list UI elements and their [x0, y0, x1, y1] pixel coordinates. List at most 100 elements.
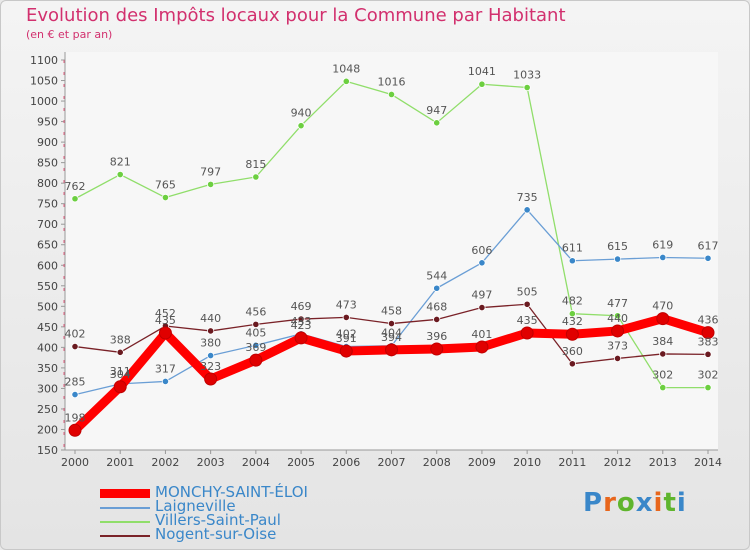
data-point — [520, 326, 534, 340]
data-point — [297, 122, 305, 130]
data-label: 323 — [200, 360, 221, 373]
data-point — [659, 383, 667, 392]
data-label: 198 — [65, 411, 86, 424]
y-tick-label: 700 — [37, 218, 58, 231]
data-label: 617 — [698, 239, 719, 252]
logo-letter: o — [616, 488, 636, 518]
data-point — [387, 90, 396, 99]
data-point — [342, 313, 350, 321]
data-point — [68, 423, 82, 437]
data-point — [659, 350, 667, 358]
data-point — [207, 327, 215, 335]
data-point — [339, 344, 353, 358]
data-point — [704, 254, 712, 262]
data-point — [523, 300, 531, 308]
data-point — [478, 303, 486, 312]
data-label: 762 — [65, 180, 86, 193]
data-point — [565, 327, 579, 341]
data-label: 821 — [110, 156, 131, 169]
y-tick-label: 1100 — [30, 54, 58, 67]
data-label: 394 — [381, 331, 402, 344]
legend-label: Laigneville — [155, 497, 236, 515]
logo-letter: i — [653, 488, 664, 518]
data-point — [387, 319, 396, 328]
y-tick-label: 850 — [37, 157, 58, 170]
y-tick-label: 1050 — [30, 75, 58, 88]
data-label: 468 — [426, 300, 447, 313]
data-point — [113, 380, 127, 394]
data-label: 619 — [652, 238, 673, 251]
data-label: 940 — [291, 107, 312, 120]
logo-letter: x — [635, 488, 654, 518]
data-label: 311 — [110, 365, 131, 378]
x-tick-label: 2002 — [151, 456, 179, 469]
data-point — [294, 331, 308, 345]
y-tick-label: 550 — [37, 280, 58, 293]
data-label: 402 — [65, 328, 86, 341]
data-point — [158, 326, 172, 340]
data-label: 452 — [155, 307, 176, 320]
plot-area — [65, 52, 718, 450]
chart-title: Evolution des Impôts locaux pour la Comm… — [26, 5, 566, 26]
legend-swatch — [100, 535, 150, 537]
data-point — [568, 257, 576, 265]
data-label: 470 — [652, 300, 673, 313]
data-label: 1016 — [378, 75, 406, 88]
data-point — [523, 83, 531, 92]
data-label: 435 — [155, 314, 176, 327]
x-tick-label: 2009 — [468, 456, 496, 469]
data-point — [613, 312, 622, 320]
data-point — [71, 195, 79, 203]
y-tick-label: 800 — [37, 177, 58, 190]
x-tick-label: 2000 — [61, 456, 89, 469]
data-point — [204, 372, 218, 386]
logo-letter: t — [663, 488, 677, 518]
data-label: 388 — [110, 333, 131, 346]
legend-label: Villers-Saint-Paul — [155, 511, 281, 529]
y-tick-label: 900 — [37, 136, 58, 149]
data-label: 765 — [155, 179, 176, 192]
data-label: 402 — [336, 328, 357, 341]
data-point — [704, 383, 712, 392]
data-point — [478, 80, 486, 88]
data-label: 611 — [562, 242, 583, 255]
data-label: 373 — [607, 339, 628, 352]
legend-swatch — [100, 507, 150, 509]
data-label: 440 — [200, 312, 221, 325]
data-point — [161, 193, 170, 202]
data-point — [701, 326, 715, 340]
data-label: 1048 — [332, 62, 360, 75]
data-point — [659, 253, 667, 262]
data-point — [207, 180, 215, 188]
data-label: 360 — [562, 345, 583, 358]
data-label: 735 — [517, 191, 538, 204]
data-point — [611, 324, 625, 338]
y-tick-label: 650 — [37, 239, 58, 252]
y-tick-label: 200 — [37, 423, 58, 436]
x-tick-label: 2011 — [558, 456, 586, 469]
data-point — [116, 170, 124, 179]
data-label: 469 — [291, 300, 312, 313]
data-label: 432 — [562, 315, 583, 328]
data-label: 458 — [381, 305, 402, 318]
data-point — [704, 350, 712, 358]
data-label: 505 — [517, 285, 538, 298]
data-point — [252, 341, 260, 349]
data-label: 497 — [471, 289, 492, 302]
y-tick-label: 1000 — [30, 95, 58, 108]
proxiti-logo: Proxiti — [583, 488, 687, 518]
data-label: 440 — [607, 312, 628, 325]
logo-letter: r — [603, 488, 617, 518]
data-label: 401 — [471, 328, 492, 341]
x-tick-label: 2008 — [423, 456, 451, 469]
legend-swatch — [100, 521, 150, 523]
data-label: 317 — [155, 362, 176, 375]
data-point — [71, 390, 79, 399]
x-tick-label: 2006 — [332, 456, 360, 469]
data-point — [475, 340, 489, 354]
y-tick-label: 400 — [37, 341, 58, 354]
data-label: 383 — [698, 335, 719, 348]
data-label: 396 — [426, 330, 447, 343]
data-label: 615 — [607, 240, 628, 253]
